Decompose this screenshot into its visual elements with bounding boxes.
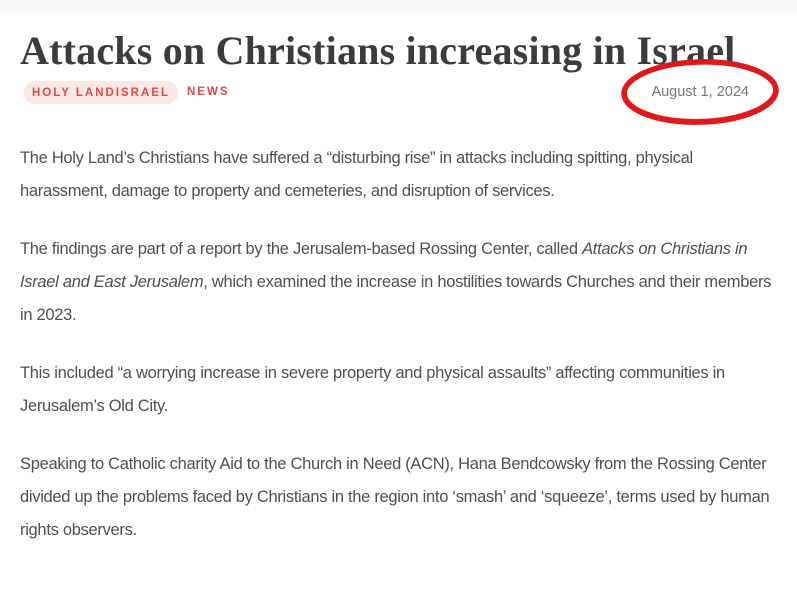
tag-holy-land-israel[interactable]: HOLY LANDISRAEL (24, 80, 178, 104)
tag-news[interactable]: NEWS (187, 86, 230, 98)
category-tags: HOLY LANDISRAEL NEWS (24, 80, 230, 104)
article-body: The Holy Land’s Christians have suffered… (20, 142, 777, 547)
page-title: Attacks on Christians increasing in Isra… (20, 28, 736, 73)
report-title-italic: Attacks on Christians in Israel and East… (20, 240, 748, 291)
article-meta: HOLY LANDISRAEL NEWS August 1, 2024 (20, 59, 779, 125)
paragraph-4: Speaking to Catholic charity Aid to the … (20, 455, 770, 539)
publish-date-container: August 1, 2024 (621, 59, 779, 125)
paragraph-1: The Holy Land’s Christians have suffered… (20, 149, 693, 200)
paragraph-2-text-after: , which examined the increase in hostili… (20, 273, 772, 324)
publish-date: August 1, 2024 (651, 84, 749, 100)
paragraph-3: This included “a worrying increase in se… (20, 364, 725, 415)
paragraph-2: The findings are part of a report by the… (20, 233, 777, 332)
paragraph-2-text-before: The findings are part of a report by the… (20, 240, 583, 258)
top-strip (0, 0, 797, 13)
